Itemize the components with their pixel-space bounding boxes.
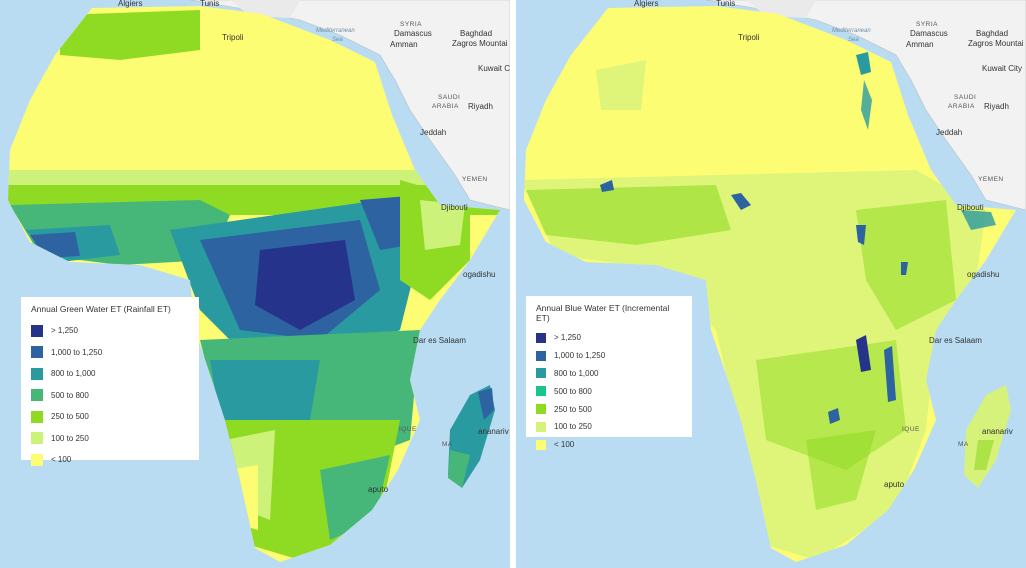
label-dar-es-salaam: Dar es Salaam [929, 336, 982, 345]
legend-item: 500 to 800 [536, 382, 682, 400]
label-djibouti: Djibouti [441, 203, 468, 212]
blue-water-map-panel[interactable]: Algiers Tunis Tripoli Mediterranean Sea … [516, 0, 1026, 568]
legend-label: 100 to 250 [554, 422, 592, 432]
legend-label: 100 to 250 [51, 433, 89, 443]
legend-swatch [31, 453, 43, 466]
label-amman: Amman [906, 40, 934, 49]
label-med-sea-1: Mediterranean [316, 28, 355, 34]
legend-label: < 100 [51, 455, 72, 465]
legend-swatch [31, 410, 43, 423]
legend-swatch [31, 346, 43, 359]
label-zagros: Zagros Mountai [452, 39, 508, 48]
legend-item: > 1,250 [31, 320, 189, 342]
blue-water-map [524, 0, 1026, 562]
legend-swatch [31, 389, 43, 402]
legend-swatch [536, 332, 546, 343]
legend-label: 1,000 to 1,250 [51, 347, 103, 357]
legend-swatch [536, 421, 546, 432]
label-kuwait: Kuwait City [478, 64, 510, 73]
legend-item: 1,000 to 1,250 [536, 347, 682, 365]
legend-item: 1,000 to 1,250 [31, 342, 189, 364]
legend-label: 800 to 1,000 [51, 369, 96, 379]
legend-item: > 1,250 [536, 329, 682, 347]
legend-label: 250 to 500 [554, 404, 592, 414]
label-mogadishu: ogadishu [463, 270, 496, 279]
legend-swatch [536, 350, 546, 361]
label-dar-es-salaam: Dar es Salaam [413, 336, 466, 345]
label-baghdad: Baghdad [460, 29, 493, 38]
legend-item: 100 to 250 [31, 428, 189, 450]
label-djibouti: Djibouti [957, 203, 984, 212]
legend-label: < 100 [554, 440, 575, 450]
label-baghdad: Baghdad [976, 29, 1009, 38]
label-yemen: YEMEN [978, 176, 1004, 183]
label-maputo: aputo [884, 480, 905, 489]
label-saudi-1: SAUDI [954, 94, 977, 101]
label-med-sea-1: Mediterranean [832, 28, 871, 34]
label-riyadh: Riyadh [468, 102, 493, 111]
legend-swatch [536, 386, 546, 397]
label-jeddah: Jeddah [420, 128, 447, 137]
legend-title: Annual Blue Water ET (Incremental ET) [536, 303, 670, 323]
legend-label: 800 to 1,000 [554, 368, 599, 378]
legend-item: 100 to 250 [536, 418, 682, 436]
label-yemen: YEMEN [462, 176, 488, 183]
label-tripoli: Tripoli [222, 33, 244, 42]
label-med-sea-2: Sea [848, 37, 859, 43]
legend-item: 500 to 800 [31, 385, 189, 407]
legend-item: 250 to 500 [31, 406, 189, 428]
legend-label: > 1,250 [554, 333, 581, 343]
label-damascus: Damascus [910, 29, 948, 38]
legend-swatch [536, 404, 546, 415]
label-mozambique: IQUE [399, 426, 417, 433]
legend-label: > 1,250 [51, 326, 78, 336]
label-syria: SYRIA [400, 21, 423, 28]
legend-item: 800 to 1,000 [536, 365, 682, 383]
label-mozambique: IQUE [902, 426, 920, 433]
legend-swatch [31, 367, 43, 380]
legend: Annual Blue Water ET (Incremental ET) > … [526, 296, 692, 450]
label-saudi-2: ARABIA [432, 103, 459, 110]
label-zagros: Zagros Mountai [968, 39, 1024, 48]
legend-title: Annual Green Water ET (Rainfall ET) [31, 304, 171, 314]
label-algiers: Algiers [118, 0, 143, 8]
label-madagascar: MA [958, 441, 969, 448]
legend-label: 500 to 800 [51, 390, 89, 400]
label-amman: Amman [390, 40, 418, 49]
label-madagascar: MA [442, 441, 453, 448]
label-syria: SYRIA [916, 21, 939, 28]
label-saudi-2: ARABIA [948, 103, 975, 110]
legend-item: < 100 [31, 449, 189, 471]
label-antananarivo: ananariv [982, 427, 1013, 436]
label-kuwait: Kuwait City [982, 64, 1023, 73]
label-tripoli: Tripoli [738, 33, 760, 42]
label-damascus: Damascus [394, 29, 432, 38]
legend-swatch [536, 439, 546, 450]
label-jeddah: Jeddah [936, 128, 963, 137]
legend-swatch [31, 324, 43, 337]
legend-swatch [31, 432, 43, 445]
legend-label: 250 to 500 [51, 412, 89, 422]
label-maputo: aputo [368, 485, 389, 494]
label-med-sea-2: Sea [332, 37, 343, 43]
label-riyadh: Riyadh [984, 102, 1009, 111]
label-mogadishu: ogadishu [967, 270, 1000, 279]
label-tunis: Tunis [200, 0, 220, 8]
legend-label: 1,000 to 1,250 [554, 351, 606, 361]
label-algiers: Algiers [634, 0, 659, 8]
legend-label: 500 to 800 [554, 386, 592, 396]
legend-item: < 100 [536, 436, 682, 454]
legend-item: 800 to 1,000 [31, 363, 189, 385]
panel-divider [510, 0, 516, 568]
label-saudi-1: SAUDI [438, 94, 461, 101]
green-water-map [8, 0, 510, 562]
label-tunis: Tunis [716, 0, 736, 8]
label-antananarivo: ananariv [478, 427, 509, 436]
legend-swatch [536, 368, 546, 379]
green-water-map-panel[interactable]: Algiers Tunis Tripoli Mediterranean Sea … [0, 0, 510, 568]
legend-item: 250 to 500 [536, 400, 682, 418]
legend: Annual Green Water ET (Rainfall ET) > 1,… [21, 297, 199, 466]
